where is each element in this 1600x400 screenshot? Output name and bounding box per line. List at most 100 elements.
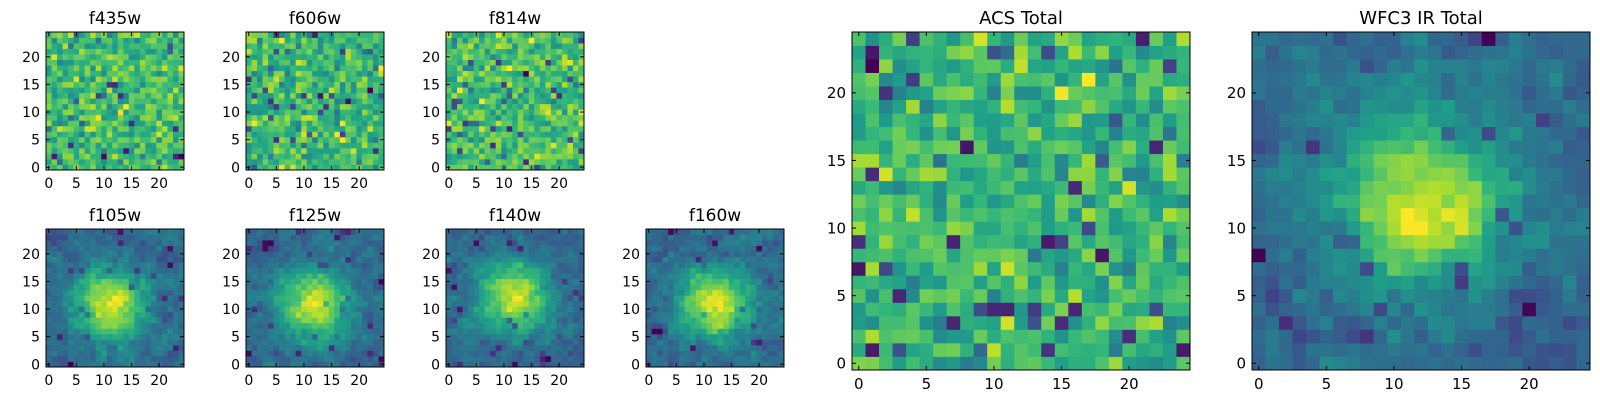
heatmap-cell [1149,356,1164,371]
heatmap-cell [933,329,948,344]
heatmap-cell [262,278,269,285]
heatmap-cell [1014,221,1029,236]
heatmap-cell [484,328,491,335]
heatmap-cell [479,333,486,340]
heatmap-cell [451,48,458,55]
heatmap-cell [150,311,157,318]
heatmap-cell [145,109,152,116]
heatmap-cell [712,240,719,246]
heatmap-cell [550,306,557,313]
heatmap-cell [290,32,297,38]
heatmap-cell [312,306,319,313]
heatmap-cell [556,306,563,313]
heatmap-cell [457,125,463,132]
heatmap-cell [112,136,119,143]
heatmap-cell [772,229,779,235]
heatmap-cell [1068,329,1083,344]
heatmap-cell [495,32,502,38]
heatmap-cell [556,355,563,362]
heatmap-cell [95,300,102,307]
heatmap-cell [268,278,274,285]
heatmap-cell [517,70,524,77]
heatmap-cell [273,311,280,318]
heatmap-cell [57,65,63,72]
heatmap-cell [706,251,713,257]
heatmap-cell [372,317,379,324]
heatmap-cell [723,295,730,302]
heatmap-cell [312,76,319,83]
heatmap-cell [646,300,652,307]
heatmap-cell [172,278,179,285]
heatmap-cell [892,315,907,330]
heatmap-cell [892,302,907,317]
heatmap-cell [68,273,74,280]
heatmap-cell [134,120,141,127]
y-tick-label: 10 [22,302,40,318]
heatmap-cell [451,256,458,263]
heatmap-cell [484,92,491,99]
heatmap-cell [328,262,335,269]
heatmap-cell [451,54,458,60]
heatmap-cell [479,295,486,302]
heatmap-cell [306,92,313,99]
heatmap-cell [117,147,124,154]
heatmap-cell [662,306,669,313]
heatmap-cell [128,48,135,55]
heatmap-cell [301,234,308,241]
heatmap-cell [506,273,513,280]
heatmap-cell [512,251,519,257]
heatmap-cell [51,361,58,368]
heatmap-cell [361,278,368,285]
heatmap-cell [578,344,585,351]
x-tick-label: 15 [123,176,141,192]
heatmap-cell [167,70,174,77]
heatmap-cell [139,136,146,143]
heatmap-cell [246,289,252,296]
heatmap-cell [262,136,269,143]
heatmap-cell [301,65,308,72]
heatmap-cell [528,147,535,154]
heatmap-cell [919,342,934,357]
heatmap-cell [46,234,52,241]
heatmap-cell [145,158,152,165]
heatmap-cell [468,350,474,357]
heatmap-cell [523,54,530,60]
heatmap-cell [284,295,291,302]
heatmap-cell [378,267,385,274]
heatmap-cell [550,350,557,357]
heatmap-cell [534,103,541,110]
heatmap-cell [178,322,185,329]
heatmap-cell [161,306,168,313]
heatmap-cell [262,158,269,165]
heatmap-cell [772,295,779,302]
heatmap-cell [339,245,346,252]
heatmap-cell [690,234,697,241]
heatmap-cell [167,333,174,340]
heatmap-cell [572,267,579,274]
heatmap-cell [539,164,546,171]
heatmap-cell [484,339,491,346]
heatmap-cell [172,273,179,280]
heatmap-cell [673,267,680,274]
heatmap-cell [772,284,779,291]
heatmap-cell [279,109,286,116]
heatmap-cell [90,251,97,257]
heatmap-cell [745,251,752,257]
heatmap-cell [301,245,308,252]
heatmap-cell [378,87,385,94]
y-tick-label: 20 [422,247,440,263]
heatmap-cell [761,234,768,241]
heatmap-cell [523,48,530,55]
heatmap-cell [172,245,179,252]
heatmap-cell [479,317,486,324]
heatmap-cell [106,153,113,160]
heatmap-cell [95,240,102,246]
heatmap-cell [350,251,357,257]
heatmap-cell [933,153,948,168]
heatmap-cell [651,328,658,335]
heatmap-cell [101,92,108,99]
heatmap-cell [257,333,263,340]
heatmap-cell [451,136,458,143]
heatmap-cell [550,339,557,346]
heatmap-cell [356,245,363,252]
